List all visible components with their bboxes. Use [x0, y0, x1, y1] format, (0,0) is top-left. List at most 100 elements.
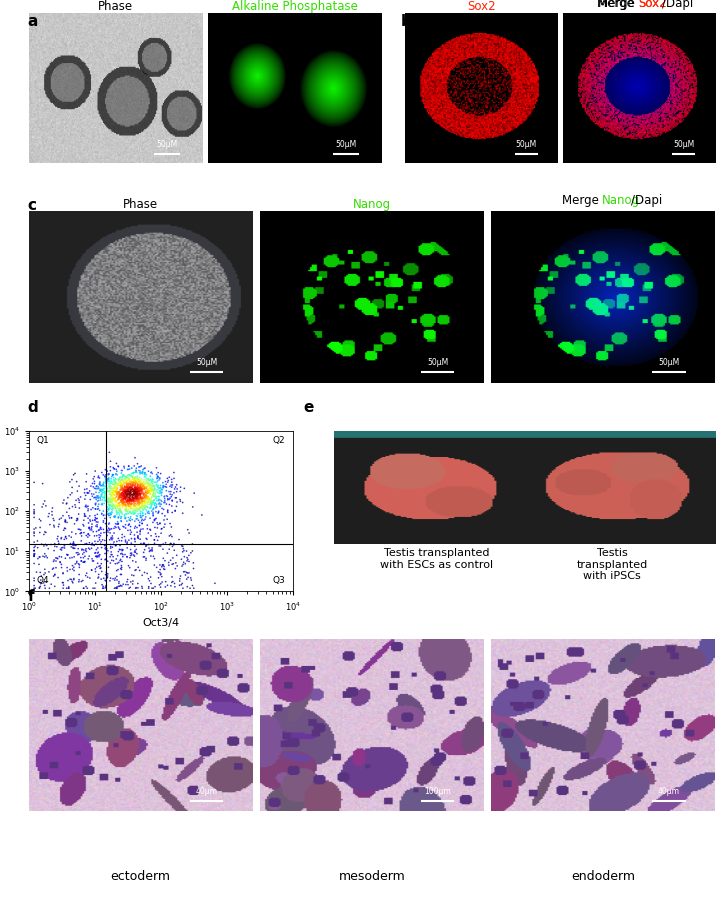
Point [150, 491, 162, 505]
Point [103, 508, 115, 522]
Point [135, 484, 147, 498]
Point [114, 504, 126, 519]
Point [121, 474, 133, 488]
Point [107, 492, 118, 506]
Point [70, 527, 82, 541]
Point [166, 472, 178, 486]
Point [157, 574, 168, 589]
Point [113, 506, 125, 521]
Point [102, 504, 113, 519]
Point [134, 476, 146, 490]
Point [130, 469, 142, 484]
Point [134, 515, 146, 530]
Point [121, 500, 132, 514]
Point [147, 467, 158, 481]
Point [124, 493, 136, 507]
Point [176, 576, 188, 591]
Point [124, 493, 136, 507]
Point [134, 485, 146, 499]
Point [89, 546, 100, 560]
Point [82, 527, 94, 541]
Point [129, 549, 140, 564]
Point [117, 501, 129, 515]
Point [142, 491, 154, 505]
Point [89, 481, 100, 495]
Point [167, 477, 178, 492]
Point [121, 484, 132, 498]
Point [103, 560, 114, 574]
Point [134, 532, 146, 547]
Point [130, 581, 142, 595]
Point [139, 549, 150, 564]
Point [128, 495, 139, 510]
Point [125, 527, 136, 541]
Point [134, 474, 145, 488]
Point [36, 500, 48, 514]
Point [127, 485, 139, 499]
Point [40, 499, 52, 513]
Point [82, 530, 94, 544]
Point [49, 539, 61, 554]
Point [106, 485, 118, 499]
Point [35, 565, 46, 580]
Point [97, 478, 108, 493]
Point [97, 496, 108, 511]
Point [142, 504, 154, 519]
Point [99, 490, 110, 504]
Point [102, 554, 113, 568]
Point [48, 512, 59, 526]
Point [105, 497, 116, 512]
Point [154, 495, 165, 510]
Point [120, 492, 131, 506]
Point [118, 489, 130, 503]
Point [128, 568, 139, 583]
Point [170, 480, 181, 494]
Point [49, 537, 61, 551]
Point [134, 487, 146, 502]
Point [132, 479, 144, 494]
Point [156, 482, 168, 496]
Point [155, 565, 166, 580]
Point [126, 473, 138, 487]
Point [115, 484, 126, 498]
Point [129, 450, 141, 465]
Point [105, 539, 116, 554]
Point [95, 522, 107, 537]
Point [122, 477, 134, 492]
Point [121, 478, 133, 493]
Point [115, 552, 126, 566]
Point [174, 572, 186, 586]
Point [143, 538, 155, 552]
Point [118, 475, 130, 489]
Point [107, 468, 118, 483]
Point [144, 483, 155, 497]
Point [74, 557, 85, 572]
Point [124, 492, 136, 506]
Point [105, 488, 117, 503]
Point [129, 534, 141, 548]
Point [129, 471, 140, 485]
Point [129, 477, 141, 492]
Point [128, 503, 139, 518]
Point [122, 485, 134, 499]
Point [104, 574, 116, 588]
Point [115, 504, 126, 519]
Point [147, 581, 158, 595]
Point [120, 533, 131, 547]
Point [127, 470, 139, 485]
Point [138, 476, 149, 491]
Point [110, 485, 121, 499]
Point [28, 544, 40, 558]
Point [140, 476, 152, 491]
Point [56, 549, 67, 564]
Point [126, 568, 138, 583]
Point [139, 476, 151, 491]
Point [113, 510, 124, 524]
Point [105, 492, 117, 506]
Point [119, 490, 131, 504]
Point [63, 509, 74, 523]
Point [149, 479, 160, 494]
Point [136, 513, 147, 528]
Point [102, 566, 113, 581]
Point [122, 484, 134, 498]
